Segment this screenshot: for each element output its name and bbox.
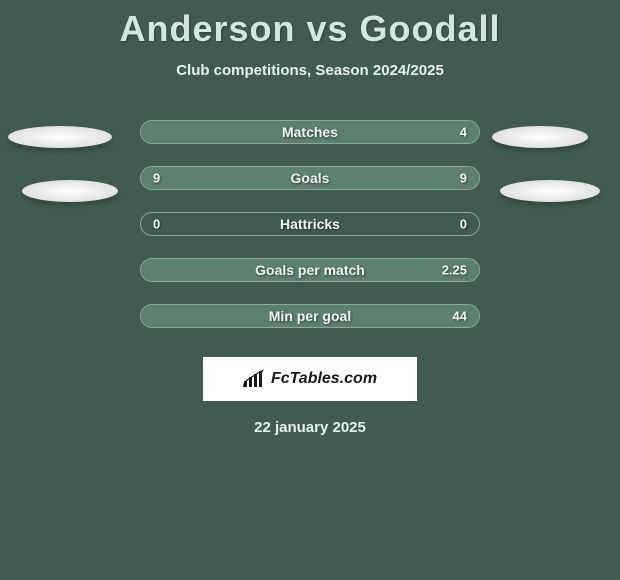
stat-bar: Matches 4 xyxy=(140,120,480,144)
stat-bar: 9 Goals 9 xyxy=(140,166,480,190)
stat-value-left: 0 xyxy=(153,217,160,232)
stat-label: Matches xyxy=(282,124,338,140)
stat-row: Goals per match 2.25 xyxy=(0,247,620,293)
bar-fill-right xyxy=(310,167,479,189)
stat-value-right: 0 xyxy=(460,217,467,232)
stat-label: Hattricks xyxy=(280,216,340,232)
stat-value-left: 9 xyxy=(153,171,160,186)
subtitle: Club competitions, Season 2024/2025 xyxy=(0,62,620,79)
chart-icon xyxy=(243,369,265,389)
stat-bar: Goals per match 2.25 xyxy=(140,258,480,282)
shadow-ellipse xyxy=(492,126,588,148)
stat-value-right: 9 xyxy=(460,171,467,186)
shadow-ellipse xyxy=(500,180,600,202)
logo-box: FcTables.com xyxy=(203,357,417,401)
shadow-ellipse xyxy=(8,126,112,148)
stat-row: 0 Hattricks 0 xyxy=(0,201,620,247)
stat-label: Goals per match xyxy=(255,262,365,278)
stat-bar: 0 Hattricks 0 xyxy=(140,212,480,236)
stat-value-right: 4 xyxy=(460,125,467,140)
stat-value-right: 44 xyxy=(453,309,467,324)
bar-fill-left xyxy=(141,167,310,189)
stat-label: Min per goal xyxy=(269,308,351,324)
logo-text: FcTables.com xyxy=(271,370,377,388)
stat-value-right: 2.25 xyxy=(442,263,467,278)
stat-row: Min per goal 44 xyxy=(0,293,620,339)
stat-label: Goals xyxy=(291,170,330,186)
page-title: Anderson vs Goodall xyxy=(0,0,620,50)
shadow-ellipse xyxy=(22,180,118,202)
stat-bar: Min per goal 44 xyxy=(140,304,480,328)
date-text: 22 january 2025 xyxy=(0,419,620,436)
